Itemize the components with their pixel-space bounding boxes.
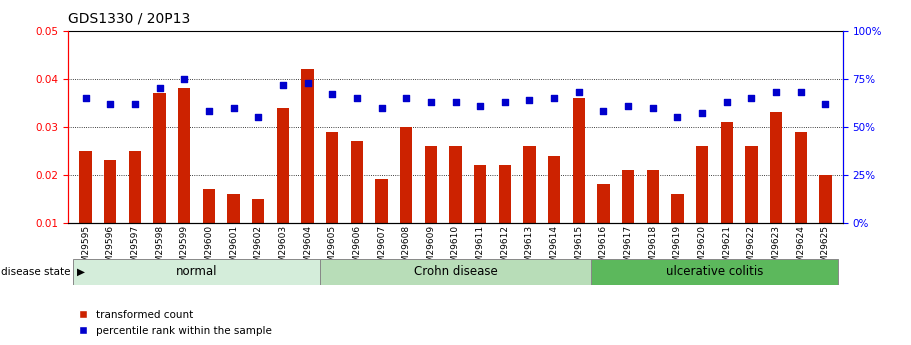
Bar: [598, 184, 609, 270]
Bar: [320, 259, 591, 285]
Point: [251, 115, 265, 120]
Bar: [425, 146, 437, 270]
Bar: [671, 194, 683, 270]
Bar: [794, 131, 807, 270]
Bar: [375, 179, 388, 270]
Point: [769, 90, 783, 95]
Point: [596, 109, 610, 114]
Bar: [400, 127, 413, 270]
Point: [424, 99, 438, 105]
Bar: [228, 194, 240, 270]
Point: [399, 95, 414, 101]
Bar: [591, 259, 838, 285]
Point: [720, 99, 734, 105]
Point: [497, 99, 512, 105]
Text: ulcerative colitis: ulcerative colitis: [666, 265, 763, 278]
Bar: [548, 156, 560, 270]
Point: [276, 82, 291, 87]
Point: [522, 97, 537, 103]
Point: [325, 91, 340, 97]
Point: [301, 80, 315, 86]
Bar: [104, 160, 117, 270]
Bar: [277, 108, 289, 270]
Point: [670, 115, 685, 120]
Bar: [302, 69, 313, 270]
Point: [473, 103, 487, 108]
Bar: [573, 98, 585, 270]
Point: [571, 90, 586, 95]
Text: disease state  ▶: disease state ▶: [1, 267, 85, 277]
Point: [374, 105, 389, 110]
Bar: [79, 151, 92, 270]
Point: [201, 109, 216, 114]
Bar: [153, 93, 166, 270]
Bar: [178, 89, 190, 270]
Bar: [745, 146, 758, 270]
Bar: [73, 259, 320, 285]
Bar: [696, 146, 708, 270]
Bar: [351, 141, 363, 270]
Point: [78, 95, 93, 101]
Point: [226, 105, 241, 110]
Bar: [622, 170, 634, 270]
Point: [744, 95, 759, 101]
Point: [152, 86, 167, 91]
Point: [350, 95, 364, 101]
Point: [646, 105, 660, 110]
Bar: [819, 175, 832, 270]
Point: [177, 76, 191, 82]
Bar: [498, 165, 511, 270]
Point: [620, 103, 635, 108]
Bar: [523, 146, 536, 270]
Text: normal: normal: [176, 265, 218, 278]
Point: [103, 101, 118, 107]
Bar: [252, 199, 264, 270]
Bar: [647, 170, 659, 270]
Point: [818, 101, 833, 107]
Point: [547, 95, 561, 101]
Legend: transformed count, percentile rank within the sample: transformed count, percentile rank withi…: [74, 306, 277, 340]
Point: [448, 99, 463, 105]
Bar: [721, 122, 733, 270]
Bar: [474, 165, 486, 270]
Text: GDS1330 / 20P13: GDS1330 / 20P13: [68, 12, 190, 26]
Bar: [770, 112, 783, 270]
Bar: [326, 131, 338, 270]
Bar: [128, 151, 141, 270]
Text: Crohn disease: Crohn disease: [414, 265, 497, 278]
Point: [695, 111, 710, 116]
Point: [128, 101, 142, 107]
Bar: [449, 146, 462, 270]
Bar: [203, 189, 215, 270]
Point: [793, 90, 808, 95]
